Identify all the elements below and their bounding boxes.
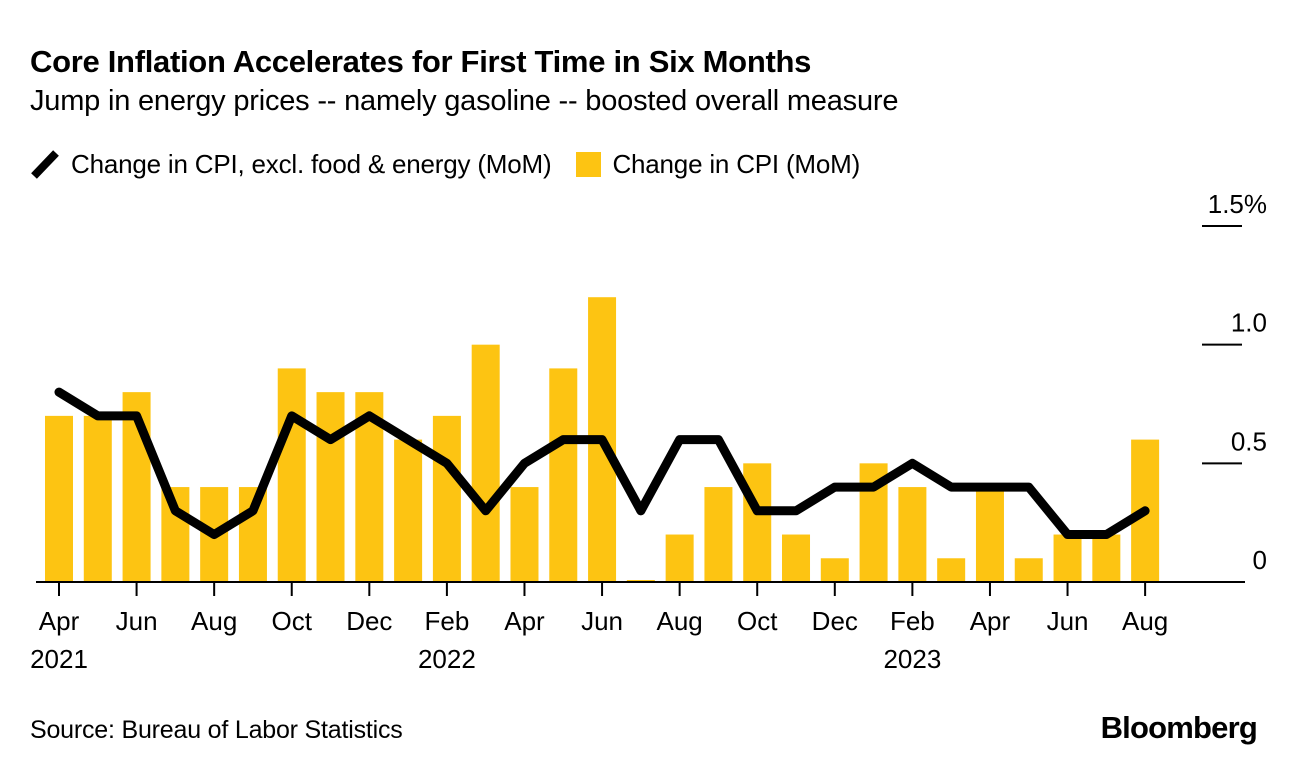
bar-feb-2022 <box>432 415 461 582</box>
bar-apr-2023 <box>975 487 1004 582</box>
bloomberg-logo: Bloomberg <box>1100 710 1258 745</box>
x-tick-label: Apr <box>504 606 545 636</box>
bar-square-icon <box>576 151 602 177</box>
x-tick-label: Apr <box>39 606 80 636</box>
x-year-label: 2022 <box>418 644 476 674</box>
x-year-label: 2021 <box>30 644 88 674</box>
x-tick-label: Feb <box>890 606 935 636</box>
x-tick-label: Jun <box>116 606 158 636</box>
bar-oct-2022 <box>743 463 772 582</box>
core-cpi-line <box>54 387 1150 540</box>
x-tick-label: Jun <box>581 606 623 636</box>
bar-sep-2022 <box>704 487 733 582</box>
x-tick-label: Feb <box>424 606 469 636</box>
bar-mar-2023 <box>937 558 966 582</box>
bar-aug-2022 <box>665 534 694 582</box>
bar-nov-2021 <box>316 392 345 582</box>
legend-item-core-line: Change in CPI, excl. food & energy (MoM) <box>30 148 552 180</box>
y-tick-label: 1.5% <box>1208 189 1267 219</box>
bar-jan-2022 <box>394 439 423 582</box>
bar-apr-2021 <box>45 415 73 582</box>
line-slash-icon <box>31 150 59 179</box>
bar-feb-2023 <box>898 487 927 582</box>
x-tick-label: Dec <box>346 606 392 636</box>
bar-jul-2023 <box>1092 534 1121 582</box>
x-tick-label: Aug <box>191 606 237 636</box>
x-tick-label: Oct <box>737 606 778 636</box>
x-tick-label: Aug <box>657 606 703 636</box>
page-subtitle: Jump in energy prices -- namely gasoline… <box>30 85 899 117</box>
y-tick-label: 1.0 <box>1231 308 1267 338</box>
chart-area: Apr Jun Aug Oct Dec Feb Apr Jun Aug Oct Dec Feb Apr J… <box>0 180 1296 690</box>
source-note: Source: Bureau of Labor Statistics <box>30 716 403 744</box>
x-tick-label: Apr <box>970 606 1011 636</box>
bar-may-2023 <box>1014 558 1043 582</box>
bar-apr-2022 <box>510 487 539 582</box>
legend-label-core: Change in CPI, excl. food & energy (MoM) <box>71 148 552 179</box>
legend-item-headline-bar: Change in CPI (MoM) <box>576 149 860 180</box>
bar-oct-2021 <box>277 368 306 582</box>
x-year-label: 2023 <box>883 644 941 674</box>
bar-may-2021 <box>83 415 112 582</box>
page-title: Core Inflation Accelerates for First Tim… <box>30 44 812 79</box>
x-tick-label: Jun <box>1047 606 1089 636</box>
y-tick-label: 0 <box>1253 545 1267 575</box>
x-tick-label: Oct <box>272 606 313 636</box>
bar-dec-2022 <box>820 558 849 582</box>
bar-nov-2022 <box>782 534 811 582</box>
cpi-chart: Apr Jun Aug Oct Dec Feb Apr Jun Aug Oct Dec Feb Apr J… <box>30 189 1267 674</box>
legend: Change in CPI, excl. food & energy (MoM)… <box>30 148 860 180</box>
x-tick-label: Dec <box>812 606 858 636</box>
bar-may-2022 <box>549 368 578 582</box>
y-tick-label: 0.5 <box>1231 426 1267 456</box>
legend-label-headline: Change in CPI (MoM) <box>612 148 861 179</box>
bar-jun-2023 <box>1053 534 1082 582</box>
bar-mar-2022 <box>471 344 500 582</box>
x-tick-label: Aug <box>1122 606 1168 636</box>
